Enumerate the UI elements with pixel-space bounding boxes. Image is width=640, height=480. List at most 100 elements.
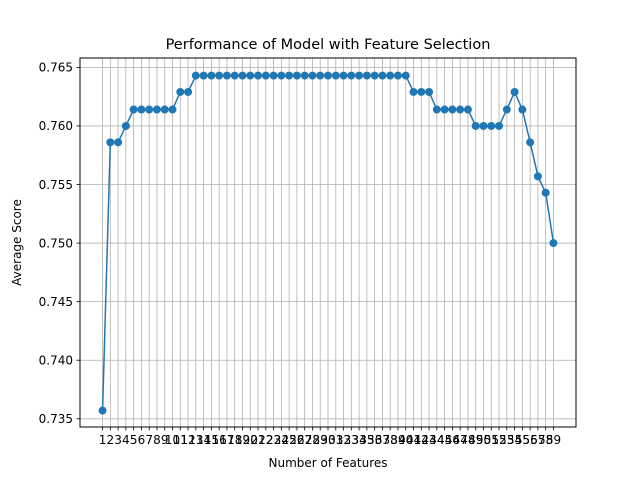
x-tick-label: 18 — [227, 433, 242, 447]
x-tick-label: 24 — [274, 433, 289, 447]
x-axis: 1 2 3 4 5 6 7 8 91011121314151617181920212223242… — [99, 427, 561, 447]
data-point — [526, 138, 535, 147]
x-tick-label: 39 — [390, 433, 405, 447]
data-point — [106, 138, 115, 147]
y-axis-label: Average Score — [10, 199, 24, 286]
x-tick-label: 30 — [320, 433, 335, 447]
data-point — [129, 105, 138, 114]
data-point — [246, 71, 255, 80]
data-point — [339, 71, 348, 80]
data-point — [456, 105, 465, 114]
x-tick-label: 29 — [313, 433, 328, 447]
x-tick-label: 49 — [468, 433, 483, 447]
data-point — [98, 406, 107, 415]
data-point — [300, 71, 309, 80]
data-point — [440, 105, 449, 114]
x-tick-label: 28 — [305, 433, 320, 447]
data-point — [471, 121, 480, 130]
data-point — [432, 105, 441, 114]
data-point — [137, 105, 146, 114]
x-tick-label: 22 — [258, 433, 273, 447]
x-tick-label: 33 — [344, 433, 359, 447]
x-tick-label: 7 — [145, 433, 153, 447]
data-point — [176, 87, 185, 96]
x-tick-label: 32 — [336, 433, 351, 447]
x-tick-label: 44 — [429, 433, 444, 447]
data-point — [230, 71, 239, 80]
data-point — [207, 71, 216, 80]
y-tick-label: 0.765 — [39, 61, 73, 75]
y-tick-label: 0.745 — [39, 295, 73, 309]
x-tick-label: 34 — [351, 433, 366, 447]
x-tick-label: 21 — [250, 433, 265, 447]
data-point — [355, 71, 364, 80]
data-point — [145, 105, 154, 114]
data-point — [347, 71, 356, 80]
x-tick-label: 14 — [196, 433, 211, 447]
x-tick-label: 40 — [398, 433, 413, 447]
data-point — [393, 71, 402, 80]
x-tick-label: 36 — [367, 433, 382, 447]
x-tick-label: 20 — [243, 433, 258, 447]
data-point — [168, 105, 177, 114]
x-tick-label: 58 — [538, 433, 553, 447]
grid — [80, 58, 576, 427]
x-tick-label: 27 — [297, 433, 312, 447]
data-point — [401, 71, 410, 80]
data-point — [191, 71, 200, 80]
data-point — [254, 71, 263, 80]
data-point — [121, 121, 130, 130]
x-tick-label: 38 — [383, 433, 398, 447]
data-point — [152, 105, 161, 114]
data-point — [533, 172, 542, 181]
x-tick-label: 15 — [204, 433, 219, 447]
x-tick-label: 50 — [476, 433, 491, 447]
x-tick-label: 57 — [530, 433, 545, 447]
x-tick-label: 46 — [445, 433, 460, 447]
data-point — [448, 105, 457, 114]
x-tick-label: 55 — [515, 433, 530, 447]
data-point — [370, 71, 379, 80]
x-tick-label: 45 — [437, 433, 452, 447]
x-tick-label: 3 — [114, 433, 122, 447]
data-point — [261, 71, 270, 80]
y-tick-label: 0.760 — [39, 119, 73, 133]
y-tick-label: 0.735 — [39, 412, 73, 426]
y-tick-label: 0.740 — [39, 354, 73, 368]
data-point — [269, 71, 278, 80]
data-point — [285, 71, 294, 80]
x-tick-label: 53 — [499, 433, 514, 447]
x-tick-label: 37 — [375, 433, 390, 447]
data-point — [417, 87, 426, 96]
chart-title: Performance of Model with Feature Select… — [166, 37, 491, 53]
x-tick-label: 25 — [281, 433, 296, 447]
x-tick-label: 47 — [453, 433, 468, 447]
data-point — [409, 87, 418, 96]
data-point — [160, 105, 169, 114]
x-tick-label: 11 — [173, 433, 188, 447]
data-point — [324, 71, 332, 80]
data-point — [331, 71, 340, 80]
x-tick-label: 9 — [161, 433, 169, 447]
y-tick-label: 0.755 — [39, 178, 73, 192]
data-point — [378, 71, 387, 80]
x-tick-label: 31 — [328, 433, 343, 447]
x-tick-label: 10 — [165, 433, 180, 447]
data-point — [518, 105, 527, 114]
data-point — [386, 71, 395, 80]
x-tick-label: 42 — [414, 433, 429, 447]
data-point — [425, 87, 434, 96]
data-point — [549, 239, 558, 248]
data-point — [495, 121, 504, 130]
x-tick-label: 48 — [460, 433, 475, 447]
data-point — [114, 138, 123, 147]
x-tick-label: 5 — [130, 433, 138, 447]
data-point — [277, 71, 286, 80]
x-tick-label: 59 — [546, 433, 561, 447]
x-tick-label: 17 — [219, 433, 234, 447]
x-tick-label: 41 — [406, 433, 421, 447]
x-tick-label: 16 — [212, 433, 227, 447]
x-tick-label: 6 — [138, 433, 146, 447]
data-point — [487, 121, 496, 130]
